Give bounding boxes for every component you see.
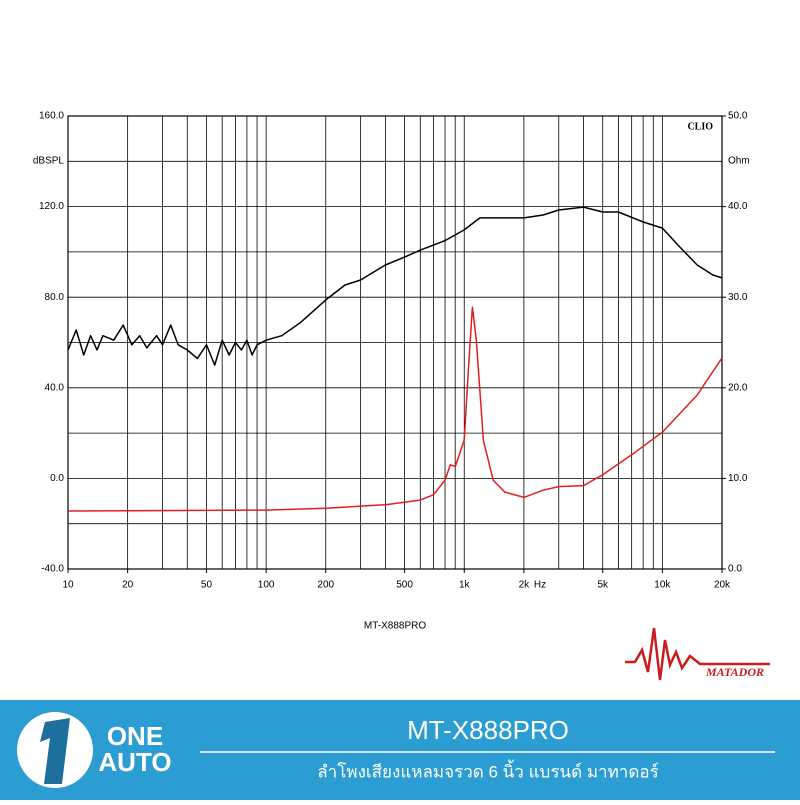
y2-tick-label: 30.0 (728, 292, 748, 303)
y-tick-label: 0.0 (50, 473, 64, 484)
banner (0, 700, 800, 800)
y2-tick-label: 10.0 (728, 473, 748, 484)
matador-logo: MATADOR (625, 627, 770, 681)
logo-wave (625, 627, 770, 681)
corner-label: CLIO (687, 121, 713, 132)
y2-tick-label: 0.0 (728, 564, 742, 575)
y-tick-label: -40.0 (41, 564, 64, 575)
y2-axis-label: Ohm (728, 156, 750, 167)
banner-title: MT-X888PRO (407, 715, 569, 745)
banner-subtitle: ลำโพงเสียงแหลมจรวด 6 นิ้ว แบรนด์ มาทาดอร… (317, 759, 658, 781)
x-tick-label: 200 (317, 580, 334, 591)
x-tick-label: 500 (396, 580, 413, 591)
x-tick-label: 10 (62, 580, 74, 591)
y-tick-label: 80.0 (45, 292, 65, 303)
y2-tick-label: 20.0 (728, 382, 748, 393)
logo-one (40, 718, 70, 784)
y-tick-label: 40.0 (45, 382, 65, 393)
series-line (67, 306, 723, 512)
x-tick-label: 1k (459, 580, 471, 591)
brand-name: MATADOR (705, 665, 764, 679)
logo-bottom: AUTO (98, 747, 171, 777)
x-tick-label: 2k (519, 580, 531, 591)
y-tick-label: 160.0 (39, 111, 64, 122)
chart-caption: MT-X888PRO (364, 621, 426, 632)
y2-tick-label: 50.0 (728, 111, 748, 122)
x-tick-label: 5k (597, 580, 609, 591)
x-unit: Hz (534, 580, 546, 591)
y2-tick-label: 40.0 (728, 201, 748, 212)
x-tick-label: 10k (654, 580, 671, 591)
series-line (67, 206, 723, 366)
x-tick-label: 20 (122, 580, 134, 591)
y-tick-label: 120.0 (39, 201, 64, 212)
plot-border (67, 115, 723, 570)
y-axis-label: dBSPL (33, 156, 65, 167)
x-tick-label: 100 (258, 580, 275, 591)
x-tick-label: 20k (714, 580, 731, 591)
x-tick-label: 50 (201, 580, 213, 591)
logo-top: ONE (107, 721, 163, 751)
